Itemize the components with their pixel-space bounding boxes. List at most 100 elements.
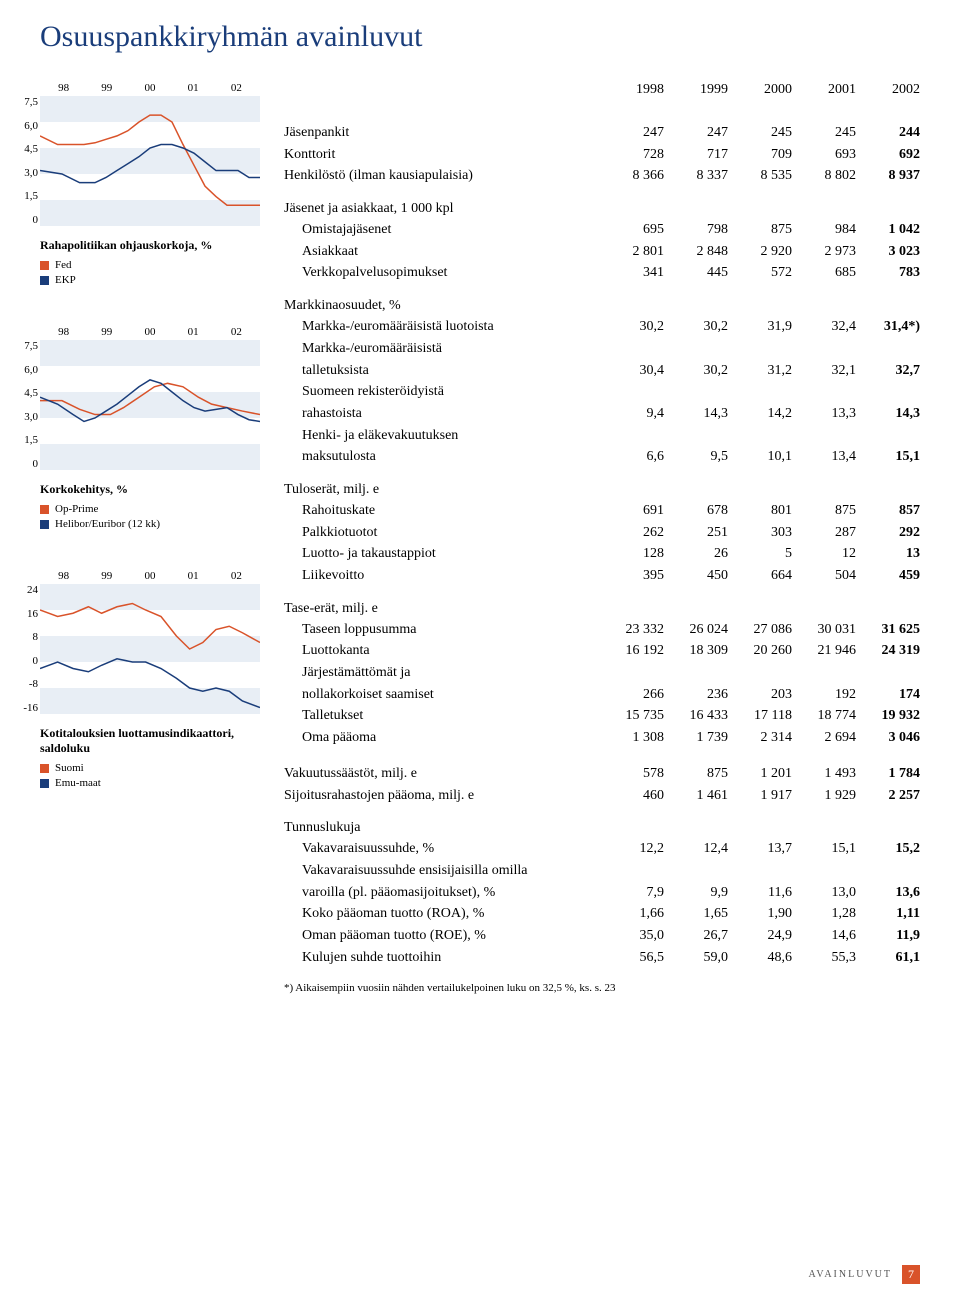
cell: 174 bbox=[856, 684, 920, 706]
cell bbox=[856, 338, 920, 360]
row-label: Luotto- ja takaustappiot bbox=[284, 543, 600, 565]
row-label: maksutulosta bbox=[284, 446, 600, 468]
cell: 717 bbox=[664, 144, 728, 166]
cell: 245 bbox=[728, 122, 792, 144]
table-row: Rahoituskate691678801875857 bbox=[284, 500, 920, 522]
cell: 1 917 bbox=[728, 785, 792, 807]
table-row: Henkilöstö (ilman kausiapulaisia)8 3668 … bbox=[284, 165, 920, 187]
cell: 26 bbox=[664, 543, 728, 565]
cell: 7,9 bbox=[600, 882, 664, 904]
legend-swatch bbox=[40, 261, 49, 270]
y-tick: -16 bbox=[14, 702, 38, 714]
cell: 18 309 bbox=[664, 640, 728, 662]
cell bbox=[600, 662, 664, 684]
table-row: Luottokanta16 19218 30920 26021 94624 31… bbox=[284, 640, 920, 662]
table-row: Koko pääoman tuotto (ROA), %1,661,651,90… bbox=[284, 903, 920, 925]
y-tick: 24 bbox=[14, 584, 38, 596]
cell: 2 848 bbox=[664, 241, 728, 263]
year-col: 2000 bbox=[728, 82, 792, 98]
year-col: 2002 bbox=[856, 82, 920, 98]
chart-korkokehitys: 9899000102 7,56,04,53,01,50 Korkokehitys… bbox=[40, 326, 260, 530]
table-row: talletuksista30,430,231,232,132,7 bbox=[284, 360, 920, 382]
cell bbox=[664, 338, 728, 360]
cell: 460 bbox=[600, 785, 664, 807]
cell: 875 bbox=[792, 500, 856, 522]
table-row: Taseen loppusumma23 33226 02427 08630 03… bbox=[284, 619, 920, 641]
row-label: Vakavaraisuussuhde ensisijaisilla omilla bbox=[284, 860, 600, 882]
row-label: Oma pääoma bbox=[284, 727, 600, 749]
section-head: Markkinaosuudet, % bbox=[284, 298, 920, 314]
legend-swatch bbox=[40, 520, 49, 529]
chart1-plot: 7,56,04,53,01,50 bbox=[40, 96, 260, 226]
legend-label: Helibor/Euribor (12 kk) bbox=[55, 518, 160, 530]
year-col: 1999 bbox=[664, 82, 728, 98]
footer-label: AVAINLUVUT bbox=[808, 1269, 892, 1280]
cell: 15,1 bbox=[856, 446, 920, 468]
y-tick: 3,0 bbox=[14, 167, 38, 179]
row-label: rahastoista bbox=[284, 403, 600, 425]
x-tick: 00 bbox=[144, 82, 155, 94]
row-label: Koko pääoman tuotto (ROA), % bbox=[284, 903, 600, 925]
cell: 21 946 bbox=[792, 640, 856, 662]
y-tick: 1,5 bbox=[14, 190, 38, 202]
table-row: Markka-/euromääräisistä bbox=[284, 338, 920, 360]
cell bbox=[856, 425, 920, 447]
cell bbox=[728, 381, 792, 403]
data-table: 1998 1999 2000 2001 2002 Jäsenpankit2472… bbox=[284, 82, 920, 994]
table-row: Talletukset15 73516 43317 11818 77419 93… bbox=[284, 705, 920, 727]
cell: 27 086 bbox=[728, 619, 792, 641]
x-tick: 01 bbox=[188, 326, 199, 338]
cell: 13,6 bbox=[856, 882, 920, 904]
cell bbox=[728, 860, 792, 882]
cell: 450 bbox=[664, 565, 728, 587]
cell: 303 bbox=[728, 522, 792, 544]
cell: 504 bbox=[792, 565, 856, 587]
year-header: 1998 1999 2000 2001 2002 bbox=[284, 82, 920, 98]
y-tick: 8 bbox=[14, 631, 38, 643]
legend-swatch bbox=[40, 779, 49, 788]
cell: 783 bbox=[856, 262, 920, 284]
cell: 728 bbox=[600, 144, 664, 166]
cell: 31,4*) bbox=[856, 316, 920, 338]
cell bbox=[792, 381, 856, 403]
y-tick: 1,5 bbox=[14, 434, 38, 446]
cell bbox=[728, 425, 792, 447]
cell: 12 bbox=[792, 543, 856, 565]
cell: 19 932 bbox=[856, 705, 920, 727]
cell: 1,28 bbox=[792, 903, 856, 925]
table-row: Sijoitusrahastojen pääoma, milj. e4601 4… bbox=[284, 785, 920, 807]
cell: 15,2 bbox=[856, 838, 920, 860]
cell: 16 192 bbox=[600, 640, 664, 662]
table-row: Luotto- ja takaustappiot1282651213 bbox=[284, 543, 920, 565]
row-label: Järjestämättömät ja bbox=[284, 662, 600, 684]
cell: 26,7 bbox=[664, 925, 728, 947]
cell: 857 bbox=[856, 500, 920, 522]
cell: 16 433 bbox=[664, 705, 728, 727]
y-tick: 6,0 bbox=[14, 120, 38, 132]
cell: 292 bbox=[856, 522, 920, 544]
y-tick: 16 bbox=[14, 608, 38, 620]
row-label: Taseen loppusumma bbox=[284, 619, 600, 641]
cell: 236 bbox=[664, 684, 728, 706]
cell: 984 bbox=[792, 219, 856, 241]
table-row: Vakavaraisuussuhde ensisijaisilla omilla bbox=[284, 860, 920, 882]
cell: 13 bbox=[856, 543, 920, 565]
y-tick: 4,5 bbox=[14, 387, 38, 399]
year-col: 2001 bbox=[792, 82, 856, 98]
table-row: Konttorit728717709693692 bbox=[284, 144, 920, 166]
cell: 14,6 bbox=[792, 925, 856, 947]
cell: 13,0 bbox=[792, 882, 856, 904]
section-head: Jäsenet ja asiakkaat, 1 000 kpl bbox=[284, 201, 920, 217]
cell bbox=[792, 662, 856, 684]
section-head: Tase-erät, milj. e bbox=[284, 601, 920, 617]
x-tick: 99 bbox=[101, 82, 112, 94]
cell: 2 801 bbox=[600, 241, 664, 263]
cell: 395 bbox=[600, 565, 664, 587]
content-wrap: 9899000102 7,56,04,53,01,50 Rahapolitiik… bbox=[40, 82, 920, 994]
legend-swatch bbox=[40, 505, 49, 514]
x-tick: 98 bbox=[58, 326, 69, 338]
cell bbox=[856, 662, 920, 684]
y-tick: 4,5 bbox=[14, 143, 38, 155]
cell: 1,11 bbox=[856, 903, 920, 925]
cell: 1 201 bbox=[728, 763, 792, 785]
